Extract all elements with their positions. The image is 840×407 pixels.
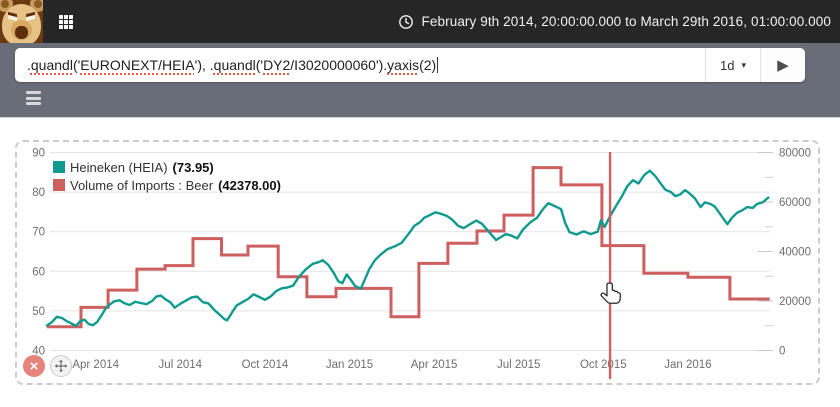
y-axis-right-label: 80000 <box>779 148 811 160</box>
legend-name: Heineken (HEIA) <box>70 159 168 175</box>
hamburger-icon <box>26 91 41 94</box>
series-heineken-line <box>45 169 770 328</box>
clock-icon <box>398 14 413 29</box>
formula-token: (' <box>255 57 264 73</box>
y-axis-left-label: 50 <box>32 306 45 318</box>
y-axis-left-label: 60 <box>32 266 45 278</box>
bear-logo[interactable] <box>0 0 43 43</box>
chart-plot[interactable]: 90 80 70 60 50 40 80000 60000 40000 20000 0 Apr 2… <box>17 142 818 383</box>
x-axis-label: Oct 2015 <box>580 359 627 371</box>
y-axis-right-label: 40000 <box>779 247 811 259</box>
y-axis-left-labels: 90 80 70 60 50 40 <box>32 148 45 358</box>
legend-row-imports-beer[interactable]: Volume of Imports : Beer (42378.00) <box>53 176 281 194</box>
y-axis-right-label: 60000 <box>779 197 811 209</box>
series-lines <box>45 166 770 329</box>
interval-select[interactable]: 1d ▾ <box>705 48 760 82</box>
formula-token: /I3020000060'). <box>290 57 388 73</box>
x-axis-label: Jul 2015 <box>497 359 540 371</box>
close-button[interactable]: × <box>23 355 45 377</box>
time-range-button[interactable]: February 9th 2014, 20:00:00.000 to March… <box>398 14 840 30</box>
bear-mouth-icon <box>15 26 28 39</box>
app-grid-button[interactable] <box>59 14 73 29</box>
x-axis-label: Jul 2014 <box>159 359 203 371</box>
chart-panel: 90 80 70 60 50 40 80000 60000 40000 20000 0 Apr 2… <box>15 140 820 385</box>
topbar: February 9th 2014, 20:00:00.000 to March… <box>0 0 840 43</box>
x-axis-label: Jan 2016 <box>664 359 711 371</box>
formula-token: (' <box>72 57 81 73</box>
hamburger-icon <box>26 102 41 105</box>
x-axis-label: Jan 2015 <box>326 359 373 371</box>
y-axis-right-label: 0 <box>779 346 785 358</box>
formula-token: / <box>158 57 162 73</box>
legend-name: Volume of Imports : Beer <box>70 177 214 193</box>
y-axis-right-label: 20000 <box>779 296 811 308</box>
formula-token: yaxis <box>387 57 420 73</box>
move-icon <box>54 359 68 373</box>
y-axis-right-labels: 80000 60000 40000 20000 0 <box>758 148 811 358</box>
series-imports-beer-step-line <box>46 166 770 329</box>
formula-token: (2) <box>419 57 437 73</box>
x-axis-label: Apr 2014 <box>72 359 119 371</box>
formula-token: quandl <box>213 57 256 73</box>
legend-swatch-red <box>53 179 65 191</box>
formula-token: EURONEXT <box>80 57 159 73</box>
grid-icon <box>59 14 73 29</box>
date-range-text: February 9th 2014, 20:00:00.000 to March… <box>421 14 831 29</box>
x-axis-label: Apr 2015 <box>411 359 458 371</box>
move-button[interactable] <box>50 355 72 377</box>
toolbar: . quandl (' EURONEXT / HEIA '), . quandl (' DY2/I… <box>0 43 840 118</box>
legend-value: (73.95) <box>172 159 214 175</box>
legend-swatch-teal <box>53 161 65 173</box>
formula-token: quandl <box>30 57 73 73</box>
legend-row-heineken[interactable]: Heineken (HEIA) (73.95) <box>53 158 281 176</box>
formula-token: DY2 <box>263 57 291 73</box>
y-axis-left-label: 90 <box>32 148 45 160</box>
play-icon: ▶ <box>777 57 789 74</box>
menu-button[interactable] <box>26 91 44 105</box>
chevron-down-icon: ▾ <box>741 59 746 70</box>
x-axis-label: Oct 2014 <box>242 359 289 371</box>
legend-value: (42378.00) <box>218 177 281 193</box>
text-caret <box>437 57 439 73</box>
close-icon: × <box>29 357 39 375</box>
play-button[interactable]: ▶ <box>760 48 805 82</box>
formula-token: '), . <box>194 57 214 73</box>
y-axis-left-label: 40 <box>32 346 45 358</box>
formula-bar: . quandl (' EURONEXT / HEIA '), . quandl (' DY2/I… <box>15 48 805 82</box>
y-axis-left-label: 80 <box>32 187 45 199</box>
y-axis-left-label: 70 <box>32 227 45 239</box>
x-axis-labels: Apr 2014 Jul 2014 Oct 2014 Jan 2015 Apr 2015… <box>72 359 711 371</box>
hamburger-icon <box>26 96 41 100</box>
formula-token: HEIA <box>161 57 195 73</box>
formula-token: . <box>27 57 31 73</box>
interval-label: 1d <box>720 57 735 73</box>
formula-input[interactable]: . quandl (' EURONEXT / HEIA '), . quandl (' DY2/I… <box>15 48 705 82</box>
legend: Heineken (HEIA) (73.95) Volume of Import… <box>53 158 281 194</box>
